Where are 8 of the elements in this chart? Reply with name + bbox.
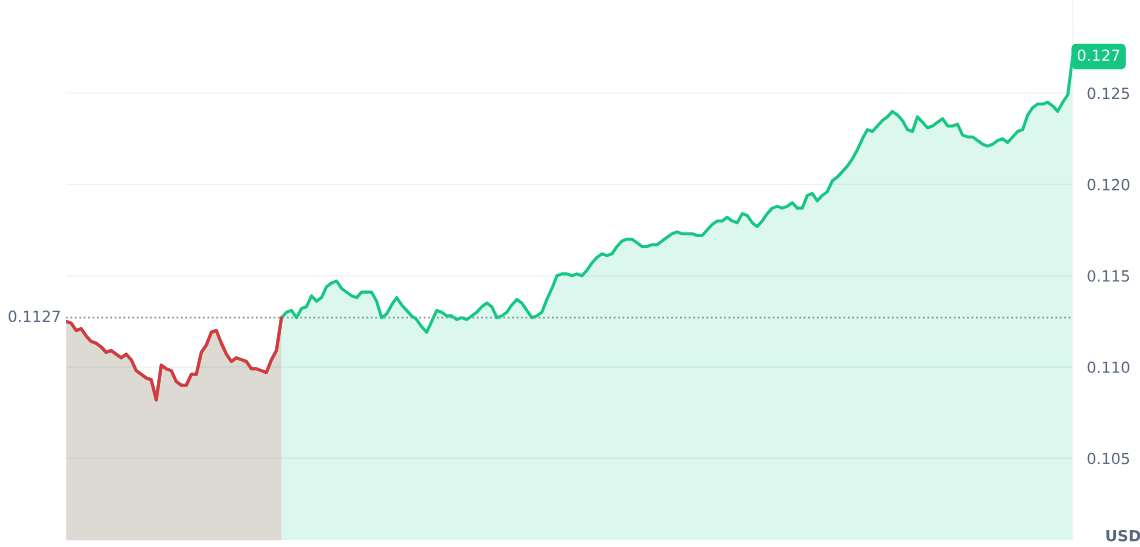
y-axis-title: USD	[1106, 529, 1140, 542]
text: 0.127	[1077, 49, 1120, 62]
y-tick-label: 0.105	[1087, 452, 1130, 465]
y-tick-label: 0.110	[1087, 361, 1130, 374]
ref-line-label: 0.1127	[8, 310, 60, 323]
y-tick-label: 0.120	[1087, 178, 1130, 191]
y-tick-label: 0.115	[1087, 270, 1130, 282]
y-tick-label: 0.125	[1087, 87, 1130, 100]
